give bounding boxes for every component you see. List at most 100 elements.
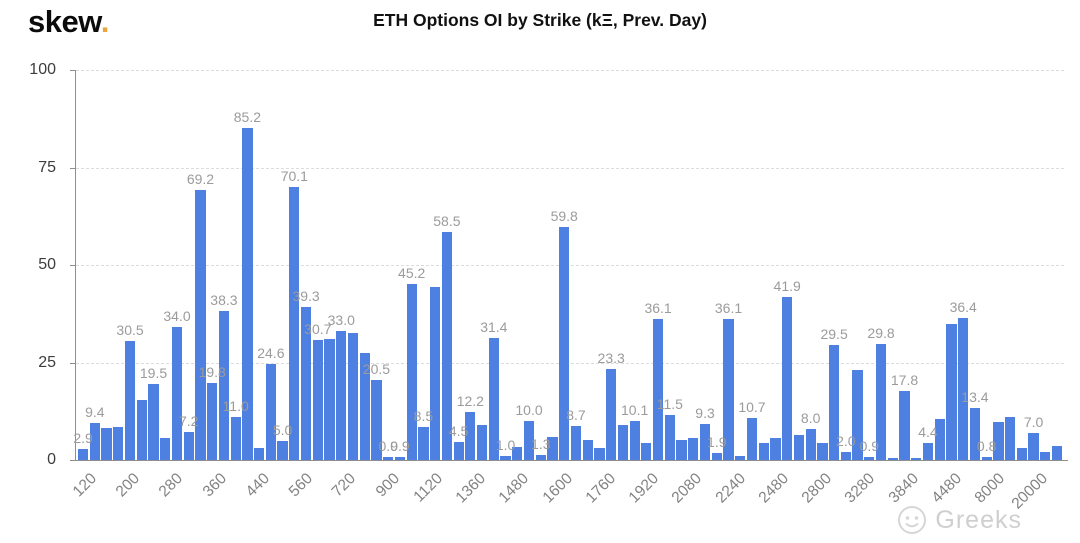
bar xyxy=(136,399,147,460)
bar: 23.3 xyxy=(598,350,625,460)
bar-value-label: 34.0 xyxy=(163,308,191,325)
bar: 29.5 xyxy=(820,326,848,460)
bar xyxy=(101,428,112,460)
y-tick-mark xyxy=(70,362,76,364)
bar-value-label: 7.2 xyxy=(178,412,199,429)
bar: 36.1 xyxy=(644,300,672,460)
bar xyxy=(1051,446,1063,460)
bars-layer: 2.9 9.4 30.5 19.5 34.0 7.2 69.2 19.8 38.3 11.0 85.… xyxy=(73,70,1064,460)
gridline xyxy=(76,70,1064,71)
bar-value-label: 19.5 xyxy=(139,364,168,381)
bar: 8.7 xyxy=(566,407,586,460)
bar xyxy=(911,457,922,460)
bar: 38.3 xyxy=(210,292,238,460)
bar: 9.3 xyxy=(695,405,715,460)
bar xyxy=(254,447,265,460)
bar xyxy=(758,442,769,460)
bar xyxy=(641,442,652,460)
bar xyxy=(359,352,370,460)
bar-value-label: 23.3 xyxy=(597,350,625,367)
bar-value-label: 0.9 xyxy=(390,437,410,454)
bar-value-label: 2.9 xyxy=(73,429,93,446)
bar-value-label: 30.5 xyxy=(116,322,144,339)
bar: 30.7 xyxy=(304,321,331,460)
x-tick-label: 1920 xyxy=(625,470,663,507)
y-tick-label: 0 xyxy=(47,451,56,468)
bar xyxy=(993,422,1004,460)
bar: 2.9 xyxy=(73,430,93,460)
bar xyxy=(852,370,863,460)
gridline xyxy=(76,265,1064,266)
bar xyxy=(113,426,124,460)
x-tick-label: 1600 xyxy=(539,470,576,507)
y-tick-mark xyxy=(70,265,76,266)
bar: 5.0 xyxy=(273,422,292,460)
bar-value-label: 8.5 xyxy=(413,407,434,424)
bar: 12.2 xyxy=(457,393,484,460)
bar-value-label: 11.0 xyxy=(222,398,249,415)
x-axis-spine xyxy=(70,460,1068,461)
bar: 0.8 xyxy=(977,438,996,460)
x-tick-label: 440 xyxy=(242,470,273,501)
bar xyxy=(476,424,488,460)
bar: 19.8 xyxy=(199,364,226,460)
bar: 39.3 xyxy=(292,288,320,460)
bar: 19.5 xyxy=(140,365,167,460)
x-tick-label: 900 xyxy=(372,470,403,501)
x-tick-label: 2080 xyxy=(668,470,706,507)
x-tick-label: 280 xyxy=(156,470,187,501)
bar: 7.2 xyxy=(179,413,198,460)
bar-value-label: 13.4 xyxy=(961,388,989,405)
bar-value-label: 45.2 xyxy=(398,264,426,281)
bar-value-label: 33.0 xyxy=(327,312,355,329)
bar xyxy=(793,435,805,460)
bar: 10.7 xyxy=(738,399,766,460)
x-tick-label: 2480 xyxy=(755,470,792,507)
bar xyxy=(887,458,898,460)
bar: 34.0 xyxy=(163,308,191,460)
bar-value-label: 10.1 xyxy=(621,401,649,418)
bar-value-label: 10.0 xyxy=(515,402,543,418)
bar-value-label: 20.5 xyxy=(362,361,391,378)
watermark-text: Greeks xyxy=(935,505,1022,534)
bar: 29.8 xyxy=(867,325,895,460)
skew-logo-text: skew xyxy=(28,4,101,39)
bar-value-label: 2.0 xyxy=(836,433,856,450)
x-tick-label: 2800 xyxy=(798,470,836,507)
bar xyxy=(324,339,335,460)
bar xyxy=(1040,452,1051,460)
bar-value-label: 0.8 xyxy=(976,437,997,454)
x-tick-label: 1480 xyxy=(495,470,533,507)
bar-value-label: 12.2 xyxy=(456,393,484,410)
x-tick-label: 3840 xyxy=(885,470,922,507)
bar-value-label: 24.6 xyxy=(257,345,285,362)
bar: 1.3 xyxy=(531,436,550,460)
bar xyxy=(1005,417,1016,460)
y-tick-label: 25 xyxy=(38,353,56,371)
y-tick-label: 50 xyxy=(38,256,56,273)
bar-value-label: 1.9 xyxy=(707,433,727,450)
y-tick-label: 100 xyxy=(29,61,56,78)
bar xyxy=(688,438,699,460)
skew-logo: skew. xyxy=(28,4,109,40)
bar: 1.0 xyxy=(496,437,515,460)
bar: 11.0 xyxy=(223,398,249,460)
bar-value-label: 30.7 xyxy=(304,321,332,338)
bar-value-label: 70.1 xyxy=(280,167,308,184)
bar-value-label: 41.9 xyxy=(773,277,801,294)
bar-value-label: 36.1 xyxy=(714,300,743,317)
bar-value-label: 1.3 xyxy=(531,435,551,452)
bar: 36.1 xyxy=(715,300,742,460)
bar: 58.5 xyxy=(433,213,461,460)
bar: 10.0 xyxy=(515,402,543,460)
bar xyxy=(817,442,828,460)
bar: 8.0 xyxy=(801,410,820,460)
x-tick-label: 1120 xyxy=(410,470,446,506)
x-tick-label: 720 xyxy=(329,470,360,501)
gridline xyxy=(76,362,1064,364)
y-tick-mark xyxy=(70,167,76,169)
bar xyxy=(1016,448,1027,460)
bar-value-label: 9.4 xyxy=(85,404,105,421)
bar: 7.0 xyxy=(1024,414,1043,460)
x-tick-label: 8000 xyxy=(971,470,1009,507)
